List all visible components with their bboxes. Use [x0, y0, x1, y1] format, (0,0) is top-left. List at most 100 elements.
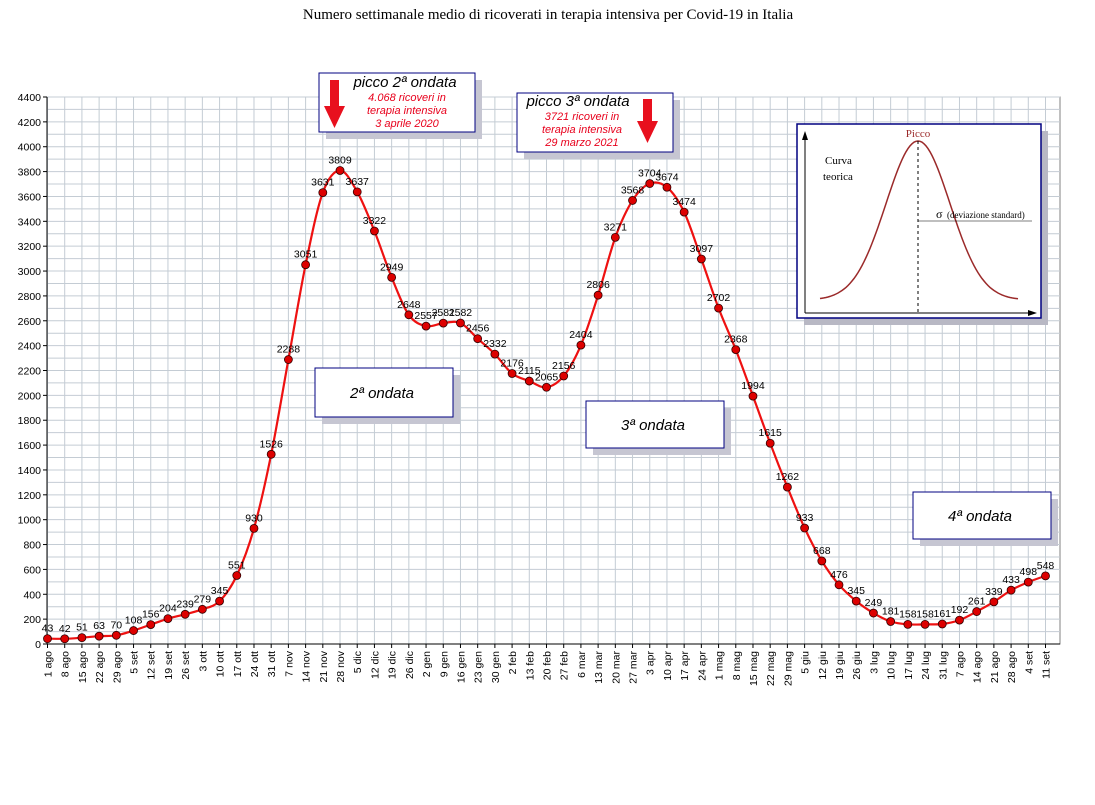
data-label: 2581	[432, 307, 456, 319]
data-label: 433	[1002, 574, 1020, 586]
y-tick-label: 1000	[18, 515, 42, 527]
data-label: 108	[125, 615, 143, 627]
data-label: 249	[865, 597, 883, 609]
data-label: 3322	[363, 215, 387, 227]
x-tick-label: 16 gen	[455, 651, 467, 683]
data-point	[748, 391, 758, 401]
x-tick-label: 22 mag	[765, 651, 777, 686]
x-tick-label: 26 giu	[851, 651, 863, 680]
data-label: 3809	[328, 154, 352, 166]
data-label: 43	[42, 623, 54, 635]
data-point	[576, 340, 586, 350]
data-point	[886, 617, 896, 626]
y-tick-label: 1800	[18, 415, 42, 427]
peak3-box: picco 3ª ondata 3721 ricoveri in terapia…	[516, 92, 680, 159]
inset-peak-label: Picco	[906, 128, 931, 140]
data-point	[335, 166, 345, 175]
x-tick-label: 7 ago	[954, 651, 966, 677]
wave4-box: 4ª ondata	[912, 491, 1058, 546]
x-tick-label: 29 mag	[782, 651, 794, 686]
x-tick-label: 15 mag	[748, 651, 760, 686]
data-label: 3271	[604, 221, 628, 233]
data-point	[370, 226, 379, 236]
data-label: 551	[228, 560, 246, 572]
y-axis: 0 200 400 600 800 1000 1200 1400 1600 1800 2000 220…	[18, 92, 47, 651]
data-label: 156	[142, 609, 160, 621]
inset-theoretical-curve: Picco Curva teorica σ (deviazione standa…	[796, 123, 1048, 325]
inset-curve-label-2: teorica	[823, 171, 853, 183]
y-tick-label: 2800	[18, 291, 42, 303]
data-point	[593, 290, 603, 300]
data-point	[421, 321, 431, 331]
data-label: 2702	[707, 292, 731, 304]
data-point	[662, 182, 672, 192]
data-point	[507, 369, 517, 378]
data-point	[249, 523, 259, 533]
y-tick-label: 800	[23, 540, 41, 552]
data-point	[232, 571, 242, 580]
y-tick-label: 2600	[18, 316, 42, 328]
x-tick-label: 8 mag	[731, 651, 743, 680]
data-label: 476	[830, 569, 848, 581]
data-point	[129, 626, 138, 635]
x-tick-label: 31 ott	[266, 651, 278, 677]
x-tick-label: 10 apr	[662, 651, 674, 681]
x-tick-label: 8 ago	[60, 651, 72, 677]
y-tick-label: 4400	[18, 92, 42, 104]
x-tick-label: 13 feb	[524, 651, 536, 680]
data-point	[456, 318, 465, 328]
x-tick-label: 19 dic	[387, 651, 399, 679]
x-tick-label: 12 giu	[817, 651, 829, 680]
data-point	[714, 303, 723, 313]
data-point	[60, 634, 70, 644]
y-tick-label: 2400	[18, 341, 42, 353]
data-label: 63	[93, 620, 105, 632]
data-label: 3568	[621, 184, 645, 196]
data-label: 2065	[535, 371, 559, 383]
x-tick-label: 3 lug	[868, 651, 880, 674]
x-tick-label: 19 set	[163, 651, 175, 680]
x-tick-label: 30 gen	[490, 651, 502, 683]
x-tick-label: 5 dic	[352, 651, 364, 673]
data-point	[903, 619, 913, 629]
data-label: 339	[985, 586, 1003, 598]
data-point	[869, 608, 878, 618]
x-tick-label: 5 set	[129, 651, 141, 674]
x-tick-label: 1 mag	[714, 651, 726, 680]
data-label: 3097	[690, 243, 714, 255]
x-tick-label: 2 feb	[507, 651, 519, 675]
x-tick-label: 3 ott	[197, 651, 209, 672]
wave3-label: 3ª ondata	[621, 417, 685, 434]
x-tick-label: 14 nov	[301, 650, 313, 682]
data-point	[645, 179, 655, 188]
data-label: 2557	[414, 310, 438, 322]
data-point	[318, 188, 328, 198]
x-tick-label: 17 ott	[232, 651, 244, 677]
y-tick-label: 1600	[18, 440, 42, 452]
data-labels: 43 42 51 63 70 108 156 204 239 279345551930152622…	[42, 154, 1055, 634]
y-tick-label: 3000	[18, 266, 42, 278]
x-tick-label: 7 nov	[283, 650, 295, 676]
data-label: 2288	[277, 344, 301, 356]
inset-sigma-label: (deviazione standard)	[947, 210, 1025, 220]
y-tick-label: 2000	[18, 390, 42, 402]
data-point	[834, 580, 844, 590]
y-tick-label: 600	[23, 564, 41, 576]
wave2-label: 2ª ondata	[349, 385, 414, 402]
data-point	[438, 318, 448, 328]
data-point	[301, 260, 311, 270]
data-label: 70	[110, 619, 122, 631]
inset-y-arrow-icon	[802, 131, 808, 140]
y-tick-label: 0	[35, 639, 41, 651]
x-tick-label: 20 mar	[610, 651, 622, 684]
x-tick-label: 21 nov	[318, 650, 330, 682]
data-point	[94, 631, 104, 641]
x-tick-label: 5 giu	[800, 651, 812, 674]
y-tick-label: 3800	[18, 167, 42, 179]
wave3-box: 3ª ondata	[585, 400, 731, 455]
y-tick-label: 1200	[18, 490, 42, 502]
y-tick-label: 200	[23, 614, 41, 626]
x-tick-label: 28 nov	[335, 650, 347, 682]
data-label: 42	[59, 623, 71, 635]
x-tick-label: 26 dic	[404, 651, 416, 679]
